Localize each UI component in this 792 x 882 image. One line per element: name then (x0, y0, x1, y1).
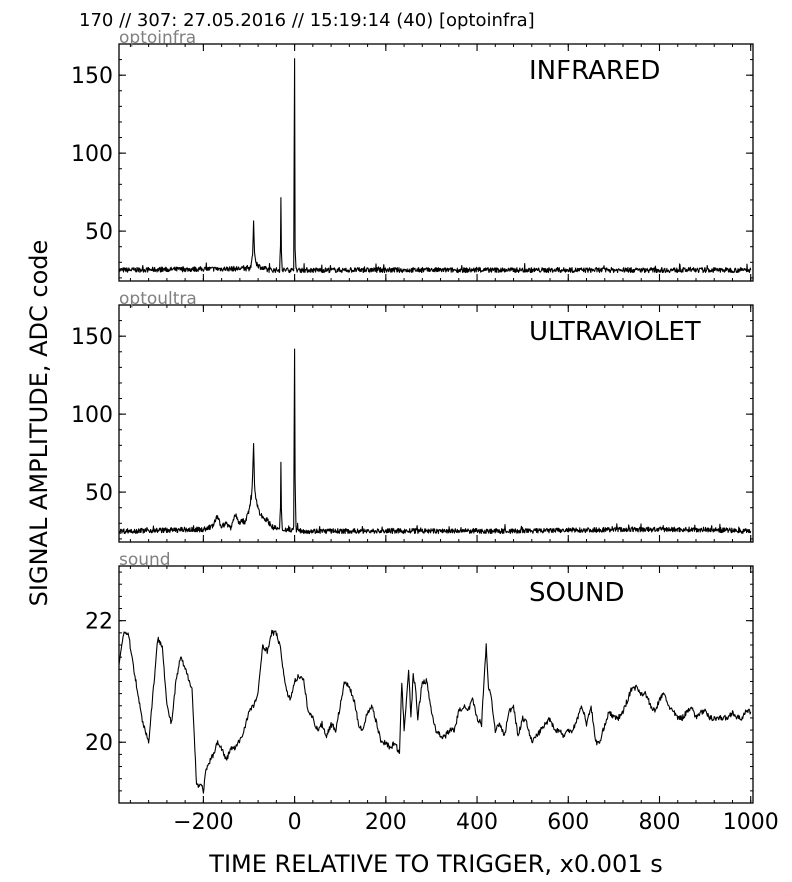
infrared-signal-trace (119, 58, 752, 274)
infrared-ytick-label: 150 (71, 64, 113, 89)
ultraviolet-ytick-label: 50 (85, 481, 113, 506)
ultraviolet-signal-trace (119, 348, 752, 535)
ultraviolet-panel: 50 100 150 optoultra ULTRAVIOLET (71, 289, 754, 543)
ultraviolet-panel-title: ULTRAVIOLET (529, 317, 701, 347)
sound-xtick-label: −200 (173, 810, 233, 835)
infrared-subplot-label: optoinfra (119, 28, 196, 48)
sound-panel-title: SOUND (529, 578, 624, 608)
sound-ytick-label: 20 (85, 731, 113, 756)
ultraviolet-axes-frame (118, 304, 754, 543)
sound-signal-trace (119, 629, 752, 794)
sound-xtick-label: 1000 (723, 810, 779, 835)
sound-xtick-label: 200 (365, 810, 407, 835)
infrared-panel-title: INFRARED (529, 56, 660, 86)
sound-xtick-label: 800 (638, 810, 680, 835)
infrared-panel: 50 100 150 optoinfra INFRARED (71, 28, 754, 282)
sound-xtick-label: 400 (456, 810, 498, 835)
ultraviolet-ytick-label: 150 (71, 325, 113, 350)
infrared-ytick-label: 50 (85, 220, 113, 245)
sound-panel: −200 0 200 400 600 800 1000 20 22 sound SOUND (85, 550, 779, 835)
subplots: 50 100 150 optoinfra INFRARED 50 100 150 optoult… (71, 28, 779, 835)
sound-axes-frame (118, 565, 754, 804)
y-axis-label: SIGNAL AMPLITUDE, ADC code (25, 240, 53, 607)
figure-header: 170 // 307: 27.05.2016 // 15:19:14 (40) … (79, 10, 535, 31)
infrared-axes-frame (118, 43, 754, 282)
ultraviolet-subplot-label: optoultra (119, 289, 197, 309)
x-axis-label: TIME RELATIVE TO TRIGGER, x0.001 s (208, 850, 662, 878)
sound-subplot-label: sound (119, 550, 171, 570)
infrared-ytick-label: 100 (71, 142, 113, 167)
sound-xtick-label: 600 (547, 810, 589, 835)
ultraviolet-ytick-label: 100 (71, 403, 113, 428)
sound-ytick-label: 22 (85, 610, 113, 635)
sound-xtick-label: 0 (288, 810, 302, 835)
